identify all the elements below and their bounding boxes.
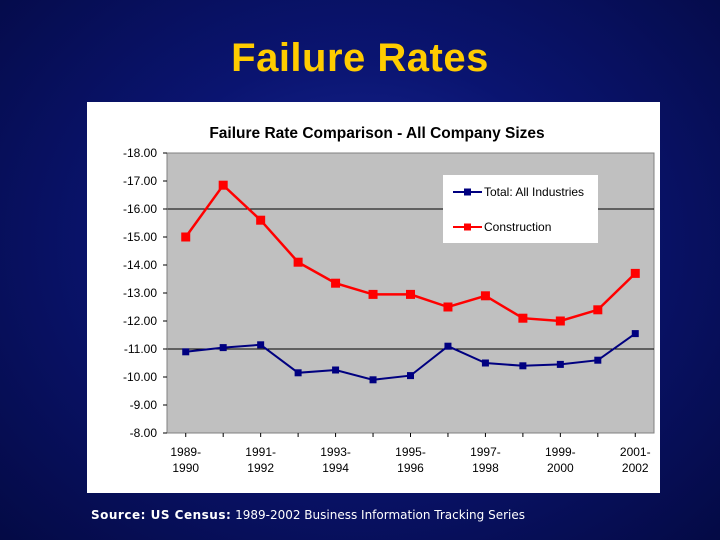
source-text: 1989-2002 Business Information Tracking … — [231, 508, 525, 522]
legend-box — [443, 175, 598, 243]
data-point — [181, 232, 191, 242]
y-axis: -18.00 -17.00 -16.00 -15.00 -14.00 -13.00 -12.… — [123, 146, 168, 440]
legend: Total: All Industries Construction — [443, 175, 598, 243]
x-tick-label: 1997- — [470, 445, 501, 459]
data-point — [294, 369, 302, 377]
data-point — [219, 344, 227, 352]
data-point — [218, 180, 228, 190]
x-axis: 1989- 1990 1991- 1992 1993- 1994 1995- 1996 1997… — [170, 433, 651, 475]
data-point — [406, 289, 415, 299]
source-label: Source: US Census: — [91, 508, 232, 522]
x-tick-label: 2000 — [547, 461, 574, 475]
data-point — [332, 366, 340, 374]
y-tick-label: -12.00 — [123, 314, 157, 328]
legend-swatch-marker — [464, 223, 471, 231]
data-point — [519, 362, 527, 370]
y-tick-label: -9.00 — [130, 398, 158, 412]
data-point — [555, 316, 565, 326]
data-point — [556, 360, 564, 368]
y-tick-label: -15.00 — [123, 230, 157, 244]
chart-panel: Failure Rate Comparison - All Company Si… — [87, 102, 660, 493]
line-chart: Failure Rate Comparison - All Company Si… — [123, 125, 655, 475]
slide-title: Failure Rates — [231, 36, 489, 80]
series-construction — [181, 180, 640, 326]
x-tick-label: 1999- — [545, 445, 576, 459]
x-tick-label: 2001- — [620, 445, 651, 459]
data-point — [368, 289, 378, 299]
data-point — [407, 372, 414, 380]
data-point — [443, 302, 453, 312]
x-tick-label: 2002 — [622, 461, 649, 475]
x-tick-label: 1991- — [245, 445, 276, 459]
x-tick-label: 1993- — [320, 445, 351, 459]
y-tick-label: -13.00 — [123, 286, 157, 300]
series-layer — [181, 180, 640, 384]
data-point — [256, 215, 266, 225]
y-tick-label: -16.00 — [123, 202, 157, 216]
data-point — [331, 278, 341, 288]
data-point — [182, 348, 190, 356]
x-tick-label: 1992 — [247, 461, 274, 475]
legend-label: Construction — [484, 220, 551, 234]
data-point — [369, 376, 377, 384]
series-total-all-industries — [182, 330, 639, 384]
data-point — [481, 359, 489, 367]
x-tick-label: 1995- — [395, 445, 426, 459]
data-point — [257, 341, 265, 349]
data-point — [293, 257, 303, 267]
x-tick-label: 1998 — [472, 461, 499, 475]
chart-title: Failure Rate Comparison - All Company Si… — [209, 125, 544, 142]
y-tick-label: -10.00 — [123, 370, 157, 384]
source-line: Source: US Census: 1989-2002 Business In… — [91, 508, 525, 522]
data-point — [518, 313, 528, 323]
legend-label: Total: All Industries — [484, 185, 584, 199]
data-point — [480, 291, 490, 301]
y-tick-label: -17.00 — [123, 174, 157, 188]
data-point — [444, 342, 452, 350]
y-tick-label: -14.00 — [123, 258, 157, 272]
data-point — [594, 356, 602, 364]
x-tick-label: 1996 — [397, 461, 424, 475]
y-tick-label: -11.00 — [124, 342, 157, 356]
data-point — [631, 330, 639, 338]
legend-swatch-marker — [464, 188, 471, 196]
data-point — [630, 268, 640, 278]
y-tick-label: -8.00 — [130, 426, 158, 440]
x-tick-label: 1990 — [172, 461, 199, 475]
data-point — [593, 305, 603, 315]
x-tick-label: 1994 — [322, 461, 349, 475]
y-tick-label: -18.00 — [123, 146, 157, 160]
x-tick-label: 1989- — [170, 445, 201, 459]
